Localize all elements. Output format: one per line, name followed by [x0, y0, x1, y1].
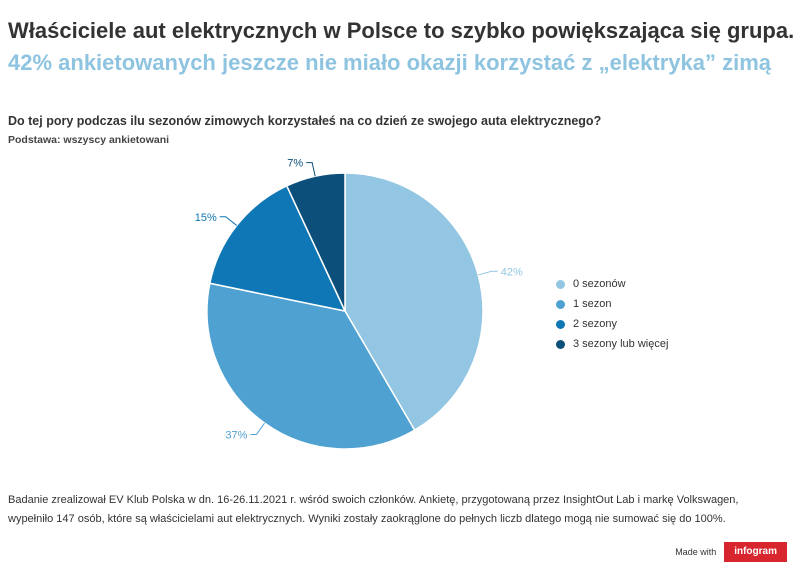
chart-subtitle: 42% ankietowanych jeszcze nie miało okaz… — [8, 50, 772, 75]
legend-label: 3 sezony lub więcej — [573, 338, 669, 350]
made-with-label: Made with — [675, 547, 717, 557]
pie-slice-1[interactable] — [344, 172, 484, 432]
leader-line-2 — [250, 422, 265, 436]
legend-item-1[interactable]: 0 sezonów — [556, 274, 668, 294]
legend-item-4[interactable]: 3 sezony lub więcej — [556, 334, 668, 354]
data-label-3: 15% — [195, 212, 217, 224]
legend-item-2[interactable]: 1 sezon — [556, 294, 668, 314]
legend-swatch — [556, 319, 565, 329]
pie-slice-2[interactable] — [206, 282, 416, 450]
leader-line-4 — [306, 162, 316, 177]
legend-swatch — [556, 279, 565, 289]
legend-label: 0 sezonów — [573, 278, 626, 290]
data-label-4: 7% — [287, 158, 303, 170]
footnote: Badanie zrealizował EV Klub Polska w dn.… — [8, 494, 739, 525]
survey-question: Do tej pory podczas ilu sezonów zimowych… — [8, 114, 602, 128]
chart-legend: 0 sezonów 1 sezon 2 sezony 3 sezony lub wię… — [556, 274, 668, 354]
pie-slice-3[interactable] — [208, 184, 347, 313]
legend-swatch — [556, 299, 565, 309]
data-label-2: 37% — [225, 430, 247, 442]
infogram-branding[interactable]: Made with infogram — [675, 542, 787, 562]
legend-swatch — [556, 339, 565, 349]
chart-title: Właściciele aut elektrycznych w Polsce t… — [8, 18, 795, 43]
legend-label: 1 sezon — [573, 298, 612, 310]
legend-label: 2 sezony — [573, 318, 618, 330]
legend-item-3[interactable]: 2 sezony — [556, 314, 668, 334]
base-note: Podstawa: wszyscy ankietowani — [8, 134, 170, 146]
data-label-1: 42% — [501, 266, 523, 278]
pie-slice-4[interactable] — [285, 172, 346, 312]
leader-line-1 — [478, 270, 498, 276]
infogram-logo[interactable]: infogram — [724, 542, 787, 562]
leader-line-3 — [219, 216, 238, 226]
